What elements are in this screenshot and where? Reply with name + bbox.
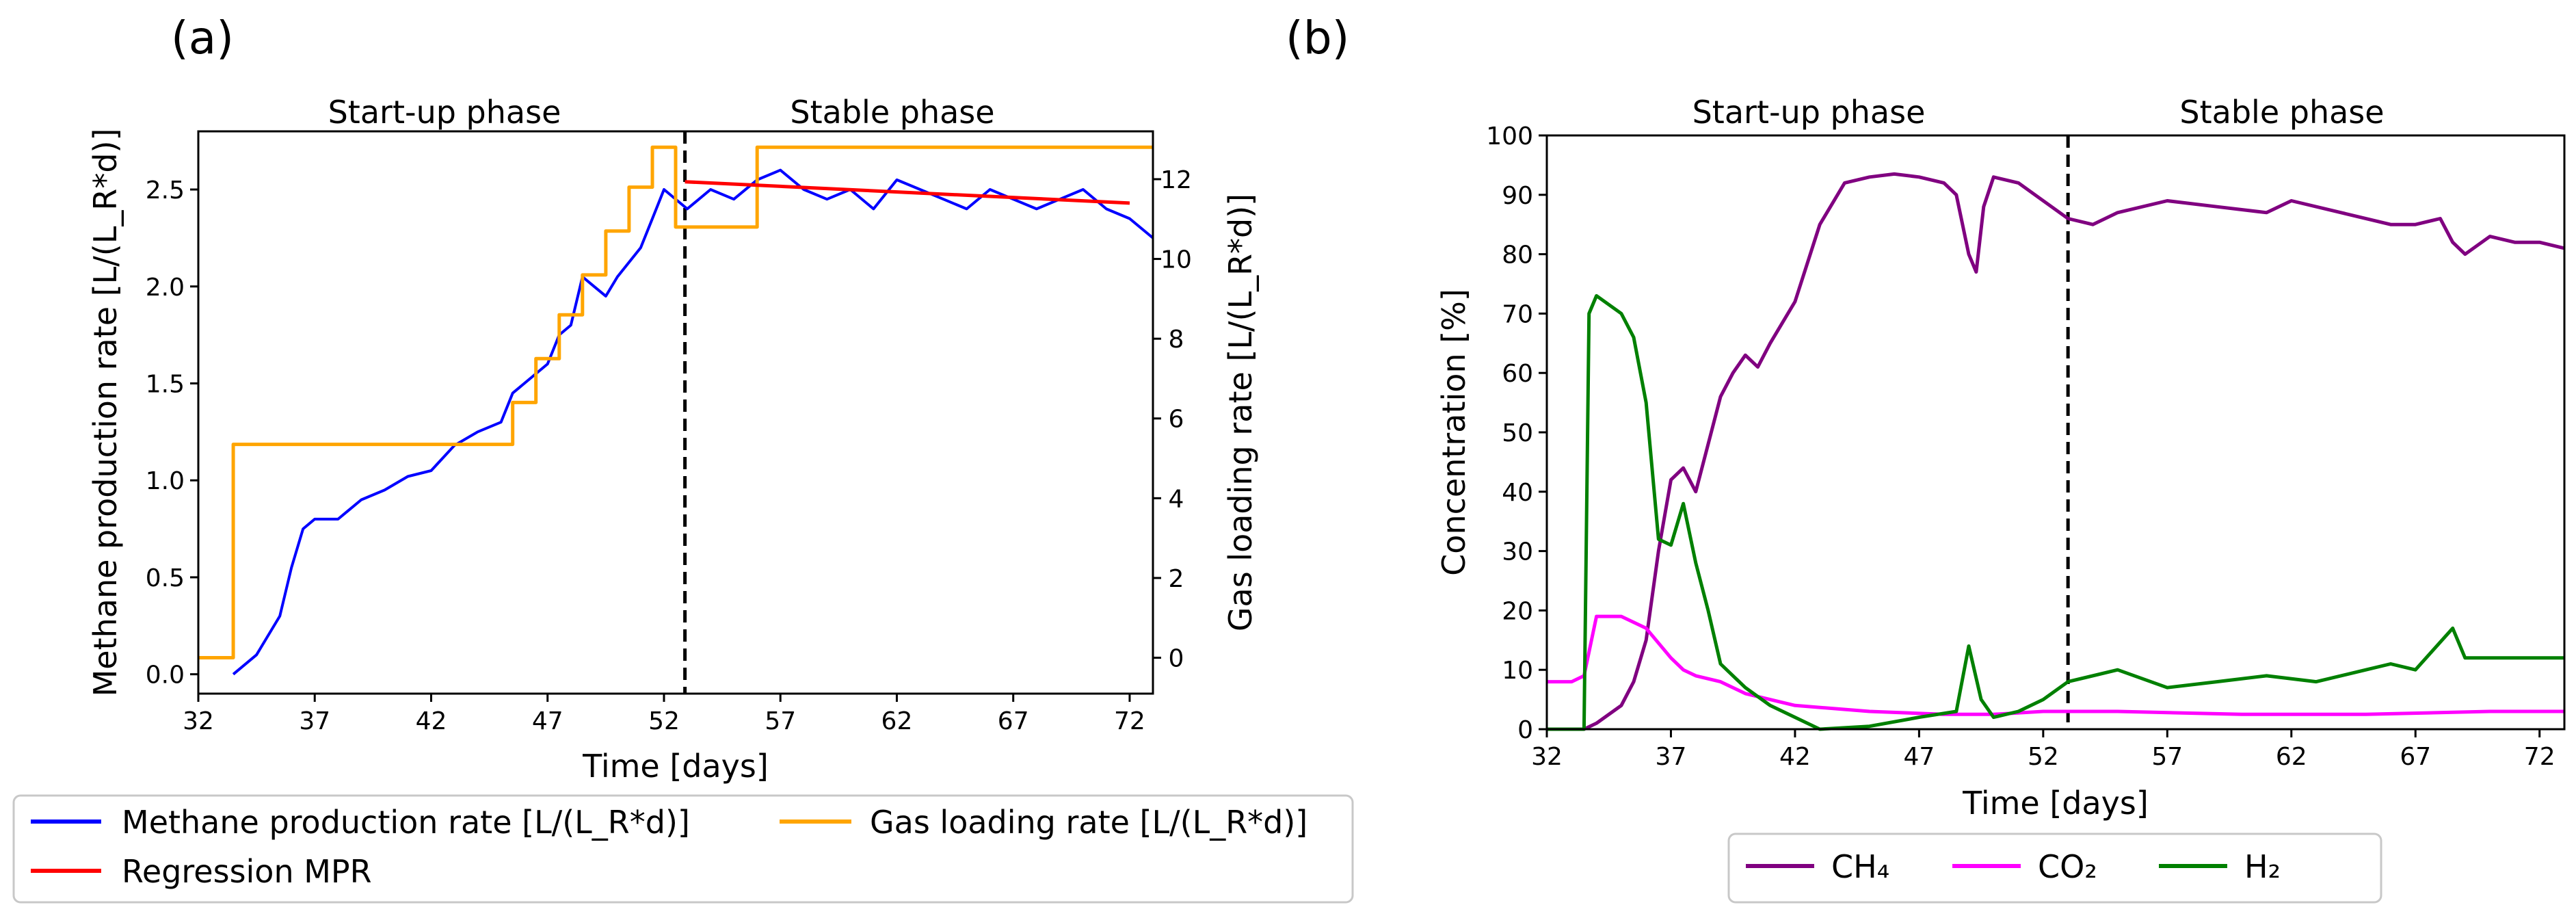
panel-b-y-axis-title: Concentration [%] xyxy=(1435,289,1472,576)
panel-a-phase-stable: Stable phase xyxy=(790,94,994,131)
legend-label-gas-loading: Gas loading rate [L/(L_R*d)] xyxy=(870,804,1307,841)
panel-b-x-tick-label: 62 xyxy=(2276,743,2307,771)
panel-a-y-right-tick-label: 12 xyxy=(1160,166,1192,194)
panel-a-y-right-tick-label: 10 xyxy=(1160,246,1192,274)
panel-a-y-tick-label: 2.0 xyxy=(146,274,185,302)
panel-a-x-tick-label: 32 xyxy=(183,707,214,735)
panel-b-x-tick-label: 67 xyxy=(2400,743,2431,771)
panel-a-y-right-tick-label: 4 xyxy=(1169,485,1184,513)
panel-b-y-tick-label: 30 xyxy=(1502,538,1533,566)
panel-b-y-tick-label: 100 xyxy=(1486,122,1533,150)
panel-a-y-tick-label: 2.5 xyxy=(146,176,185,205)
panel-b-series xyxy=(1547,172,2565,731)
panel-b-phase-stable: Stable phase xyxy=(2179,94,2384,131)
panel-b-x-ticks: 32 37 42 47 52 57 62 67 72 xyxy=(1531,729,2555,771)
panel-a-x-tick-label: 47 xyxy=(532,707,563,735)
panel-b-y-tick-label: 60 xyxy=(1502,360,1533,388)
panel-a-axes-frame xyxy=(197,130,1154,695)
series-line-co2 xyxy=(1547,614,2564,716)
panel-b-x-tick-label: 37 xyxy=(1656,743,1687,771)
panel-a-phase-startup: Start-up phase xyxy=(328,94,561,131)
panel-b-x-axis-title: Time [days] xyxy=(1962,785,2149,822)
panel-a-x-tick-label: 37 xyxy=(299,707,330,735)
legend-label-regression: Regression MPR xyxy=(122,853,372,890)
panel-a-x-axis-title: Time [days] xyxy=(582,748,769,785)
series-line-methane xyxy=(232,168,1154,676)
panel-a-x-tick-label: 52 xyxy=(648,707,680,735)
series-line-h2 xyxy=(1547,293,2564,731)
panel-b-legend-frame xyxy=(1727,832,2382,904)
series-line-gas-loading xyxy=(198,145,1153,659)
panel-b-y-tick-label: 50 xyxy=(1502,419,1533,447)
panel-b-x-tick-label: 57 xyxy=(2151,743,2183,771)
panel-a-y-tick-label: 0.0 xyxy=(146,661,185,690)
panel-a-y-right-tick-label: 2 xyxy=(1169,565,1184,593)
panel-a-legend-frame xyxy=(12,794,1354,904)
panel-b-y-tick-label: 0 xyxy=(1517,716,1533,744)
panel-b-x-tick-label: 32 xyxy=(1531,743,1563,771)
panel-a-y-axis-title-left: Methane production rate [L/(L_R*d)] xyxy=(87,129,124,697)
panel-a-y-right-tick-label: 8 xyxy=(1169,326,1184,354)
panel-a-legend: Methane production rate [L/(L_R*d)] Gas … xyxy=(12,794,1354,904)
legend-label-co2: CO₂ xyxy=(2038,848,2097,885)
panel-a-plot-area xyxy=(197,130,1154,695)
panel-a-x-tick-label: 72 xyxy=(1114,707,1145,735)
panel-b-y-ticks: 0 10 20 30 40 50 60 70 80 90 100 xyxy=(1486,122,1547,744)
panel-a-x-tick-label: 67 xyxy=(998,707,1029,735)
panel-b-x-tick-label: 42 xyxy=(1779,743,1811,771)
panel-b-y-tick-label: 10 xyxy=(1502,657,1533,685)
panel-a-y-tick-label: 0.5 xyxy=(146,564,185,592)
panel-b-x-tick-label: 52 xyxy=(2028,743,2059,771)
panel-b-phase-startup: Start-up phase xyxy=(1692,94,1926,131)
panel-a-y-ticks-left: 0.0 0.5 1.0 1.5 2.0 2.5 xyxy=(146,176,198,690)
panel-b-y-tick-label: 90 xyxy=(1502,182,1533,210)
panel-b-label: (b) xyxy=(1286,12,1349,64)
panel-a-x-tick-label: 42 xyxy=(416,707,447,735)
panel-b: (b) Start-up phase Stable phase 32 37 42 47… xyxy=(1286,12,2566,904)
legend-label-ch4: CH₄ xyxy=(1831,848,1889,885)
panel-a-series xyxy=(198,145,1154,676)
panel-b-y-tick-label: 70 xyxy=(1502,300,1533,328)
panel-b-x-tick-label: 72 xyxy=(2524,743,2555,771)
series-line-regression xyxy=(685,180,1130,205)
panel-b-x-tick-label: 47 xyxy=(1903,743,1935,771)
panel-b-y-tick-label: 80 xyxy=(1502,241,1533,270)
panel-a-y-ticks-right: 0 2 4 6 8 10 12 xyxy=(1153,166,1192,673)
legend-label-h2: H₂ xyxy=(2244,848,2281,885)
panel-b-y-tick-label: 40 xyxy=(1502,479,1533,507)
legend-label-methane: Methane production rate [L/(L_R*d)] xyxy=(122,804,690,841)
panel-a-x-ticks: 32 37 42 47 52 57 62 67 72 xyxy=(183,694,1145,735)
panel-a-y-axis-title-right: Gas loading rate [L/(L_R*d)] xyxy=(1222,194,1259,631)
panel-b-y-tick-label: 20 xyxy=(1502,597,1533,625)
panel-a-x-tick-label: 62 xyxy=(881,707,913,735)
panel-a-y-right-tick-label: 6 xyxy=(1169,406,1184,434)
panel-a-y-tick-label: 1.5 xyxy=(146,370,185,398)
series-line-ch4 xyxy=(1547,172,2565,731)
panel-b-legend: CH₄ CO₂ H₂ xyxy=(1727,832,2382,904)
panel-a-y-tick-label: 1.0 xyxy=(146,467,185,495)
panel-a-x-tick-label: 57 xyxy=(765,707,796,735)
panel-a: (a) Start-up phase Stable phase 32 37 42 47… xyxy=(12,12,1354,904)
panel-a-y-right-tick-label: 0 xyxy=(1169,645,1184,673)
panel-a-label: (a) xyxy=(171,12,234,64)
